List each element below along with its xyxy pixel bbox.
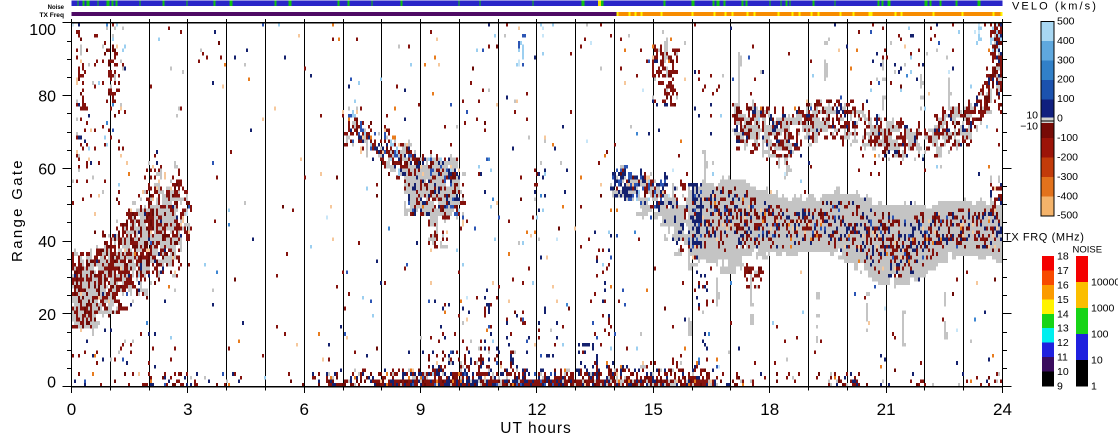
svg-text:16: 16 — [1057, 279, 1069, 291]
svg-text:14: 14 — [1057, 308, 1069, 320]
svg-text:500: 500 — [1057, 15, 1075, 27]
svg-text:NOISE: NOISE — [1073, 245, 1103, 256]
svg-text:Noise: Noise — [48, 5, 65, 11]
svg-text:18: 18 — [760, 400, 779, 419]
svg-text:9: 9 — [1057, 381, 1063, 393]
svg-text:1: 1 — [1091, 381, 1097, 393]
svg-text:15: 15 — [1057, 294, 1069, 306]
svg-text:300: 300 — [1057, 54, 1075, 66]
svg-text:9: 9 — [416, 400, 425, 419]
svg-text:13: 13 — [1057, 323, 1069, 335]
svg-text:17: 17 — [1057, 265, 1069, 277]
svg-text:0: 0 — [47, 375, 56, 392]
svg-text:VELO (km/s): VELO (km/s) — [1012, 1, 1098, 13]
svg-text:10: 10 — [1091, 355, 1103, 367]
svg-text:21: 21 — [877, 400, 896, 419]
svg-text:15: 15 — [644, 400, 663, 419]
svg-text:40: 40 — [38, 234, 56, 251]
svg-text:100: 100 — [29, 22, 56, 39]
svg-text:12: 12 — [1057, 337, 1069, 349]
svg-text:0: 0 — [67, 400, 76, 419]
svg-text:10: 10 — [1057, 366, 1069, 378]
svg-text:6: 6 — [300, 400, 309, 419]
svg-text:80: 80 — [38, 89, 56, 106]
svg-text:10000: 10000 — [1091, 277, 1118, 289]
svg-text:60: 60 — [38, 161, 56, 178]
svg-text:10: 10 — [1026, 110, 1038, 122]
svg-text:400: 400 — [1057, 35, 1075, 47]
svg-text:UT hours: UT hours — [500, 420, 571, 435]
svg-text:-400: -400 — [1057, 190, 1078, 202]
svg-text:11: 11 — [1057, 352, 1068, 364]
svg-text:12: 12 — [528, 400, 547, 419]
svg-text:Range Gate: Range Gate — [9, 158, 26, 262]
svg-text:−10: −10 — [1020, 120, 1038, 132]
svg-text:18: 18 — [1057, 251, 1069, 263]
svg-text:-200: -200 — [1057, 151, 1078, 163]
svg-text:-300: -300 — [1057, 171, 1078, 183]
svg-text:3: 3 — [183, 400, 192, 419]
svg-text:200: 200 — [1057, 74, 1075, 86]
svg-text:TX Freq: TX Freq — [39, 12, 64, 19]
svg-text:-500: -500 — [1057, 210, 1078, 222]
svg-text:20: 20 — [38, 307, 56, 324]
svg-text:100: 100 — [1091, 329, 1109, 341]
svg-text:100: 100 — [1057, 93, 1075, 105]
svg-text:-100: -100 — [1057, 132, 1078, 144]
svg-text:1000: 1000 — [1091, 303, 1115, 315]
svg-text:24: 24 — [993, 400, 1012, 419]
svg-text:0: 0 — [1057, 113, 1063, 125]
svg-text:TX FRQ (MHz): TX FRQ (MHz) — [1004, 232, 1085, 244]
